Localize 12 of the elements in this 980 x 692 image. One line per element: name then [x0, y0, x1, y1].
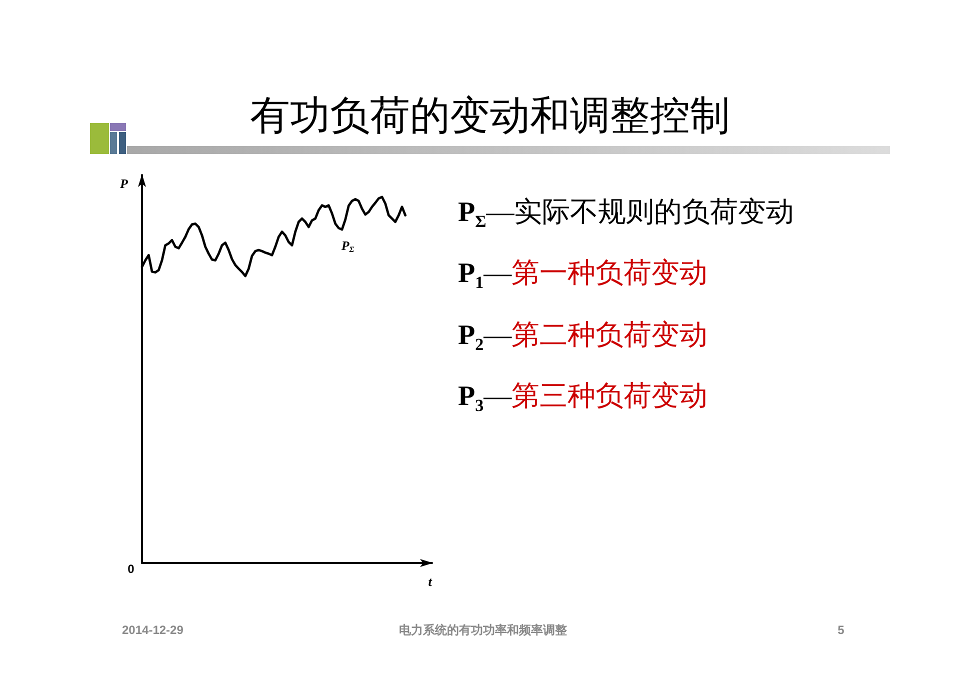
y-axis-title: P: [120, 176, 130, 191]
chart-title: 有功负荷的变动和调整控制: [249, 92, 731, 140]
text: P$_{3}$—第三种负荷变动: [458, 381, 708, 415]
text: P$_{Σ}$—实际不规则的负荷变动: [458, 196, 794, 231]
text: P$_{1}$—第一种负荷变动: [458, 258, 708, 292]
text: 5: [838, 623, 844, 637]
text: P$_{2}$—第二种负荷变动: [458, 320, 708, 354]
series-label: P$_{Σ}$: [341, 238, 354, 254]
text: 2014-12-29: [122, 623, 184, 637]
text: 电力系统的有功功率和频率调整: [399, 623, 567, 637]
x-axis-title: t: [428, 574, 432, 589]
text: 0: [128, 562, 134, 576]
